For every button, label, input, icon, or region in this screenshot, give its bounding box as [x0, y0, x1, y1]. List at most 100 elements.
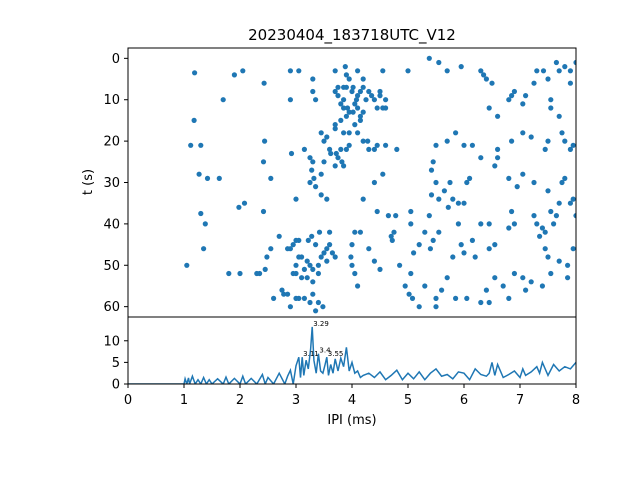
- scatter-point: [357, 229, 363, 235]
- scatter-point: [542, 229, 548, 235]
- scatter-point: [445, 204, 451, 210]
- scatter-point: [346, 130, 352, 136]
- scatter-point: [556, 113, 562, 119]
- scatter-point: [553, 213, 560, 219]
- scatter-point: [506, 225, 512, 231]
- scatter-point: [430, 237, 436, 243]
- peak-label: 3.4: [319, 347, 331, 355]
- scatter-point: [343, 72, 349, 78]
- scatter-point: [293, 237, 299, 243]
- scatter-point: [240, 68, 246, 74]
- scatter-point: [346, 109, 352, 115]
- scatter-point: [231, 72, 237, 78]
- scatter-point: [551, 221, 557, 227]
- scatter-point: [339, 159, 345, 165]
- y-tick-label: 30: [103, 176, 120, 191]
- scatter-point: [307, 179, 313, 186]
- scatter-point: [332, 126, 338, 132]
- y-tick-label: 0: [112, 378, 120, 393]
- scatter-point: [310, 76, 316, 82]
- scatter-point: [467, 175, 473, 181]
- scatter-point: [346, 142, 352, 148]
- scatter-point: [332, 254, 338, 260]
- scatter-point: [296, 295, 302, 301]
- scatter-point: [436, 229, 442, 235]
- scatter-point: [371, 97, 377, 103]
- scatter-point: [461, 250, 467, 256]
- scatter-point: [363, 97, 369, 103]
- scatter-point: [433, 304, 439, 310]
- scatter-point: [523, 287, 529, 293]
- scatter-point: [296, 68, 302, 74]
- scatter-point: [355, 105, 361, 111]
- scatter-point: [352, 101, 358, 107]
- y-tick-label: 10: [103, 334, 120, 349]
- scatter-point: [321, 250, 327, 256]
- scatter-point: [315, 299, 321, 306]
- scatter-point: [341, 105, 347, 111]
- scatter-point: [444, 275, 450, 281]
- scatter-point: [327, 242, 333, 248]
- peak-labels: 3.29 3.11 3.43.55: [303, 320, 343, 358]
- scatter-point: [489, 80, 495, 86]
- scatter-point: [343, 146, 349, 152]
- scatter-point: [268, 246, 274, 252]
- scatter-point: [324, 196, 330, 202]
- scatter-point: [329, 250, 335, 256]
- scatter-point: [360, 84, 366, 90]
- scatter-point: [301, 266, 307, 272]
- scatter-point: [492, 242, 498, 248]
- scatter-point: [495, 146, 501, 152]
- scatter-point: [374, 208, 380, 215]
- scatter-point: [492, 163, 498, 169]
- scatter-point: [352, 122, 358, 128]
- scatter-point: [458, 242, 464, 248]
- scatter-point: [461, 142, 467, 148]
- scatter-point: [567, 80, 574, 86]
- scatter-point: [279, 287, 285, 293]
- scatter-point: [486, 299, 492, 306]
- scatter-point: [350, 109, 356, 115]
- histogram-y-ticks: 0 5 10: [103, 334, 128, 393]
- scatter-point: [338, 146, 344, 152]
- scatter-point: [402, 283, 408, 289]
- scatter-point: [335, 155, 341, 161]
- scatter-point: [570, 196, 576, 202]
- histogram-x-label: IPI (ms): [327, 413, 376, 428]
- scatter-point: [478, 221, 484, 227]
- scatter-point: [545, 76, 551, 82]
- scatter-point: [310, 279, 316, 285]
- scatter-point: [380, 105, 386, 111]
- scatter-point: [562, 175, 568, 181]
- scatter-point: [318, 254, 324, 260]
- scatter-point: [534, 68, 540, 74]
- scatter-point: [464, 179, 470, 186]
- scatter-point: [290, 270, 296, 277]
- scatter-point: [377, 266, 383, 272]
- scatter-point: [349, 242, 355, 248]
- scatter-point: [324, 134, 330, 140]
- scatter-point: [411, 250, 417, 256]
- scatter-point: [548, 208, 554, 215]
- scatter-point: [343, 84, 349, 90]
- scatter-point: [388, 233, 394, 239]
- scatter-point: [559, 179, 565, 186]
- scatter-point: [469, 237, 475, 243]
- scatter-point: [293, 196, 299, 202]
- scatter-point: [342, 64, 348, 70]
- scatter-point: [307, 262, 313, 268]
- scatter-point: [433, 142, 439, 148]
- scatter-point: [514, 184, 520, 190]
- scatter-point: [391, 229, 397, 235]
- scatter-point: [366, 88, 372, 95]
- scatter-point: [444, 138, 450, 144]
- scatter-point: [299, 254, 305, 260]
- scatter-point: [562, 138, 568, 144]
- scatter-point: [377, 93, 383, 99]
- scatter-point: [455, 200, 461, 206]
- histogram-panel: 3.29 3.11 3.43.55 0 5 10 0 1 2 3 4 5 6 7 8 IPI (ms): [103, 316, 580, 428]
- scatter-point: [198, 210, 204, 217]
- scatter-point: [346, 76, 352, 82]
- scatter-point: [310, 291, 316, 297]
- scatter-point: [260, 159, 267, 165]
